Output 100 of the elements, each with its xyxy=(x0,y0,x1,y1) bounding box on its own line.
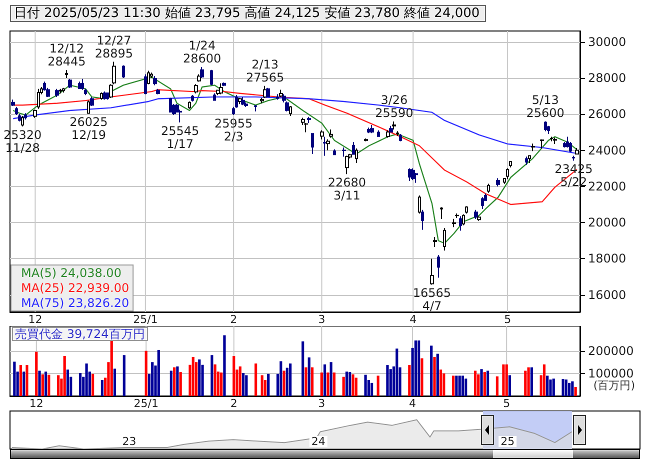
candlestick xyxy=(547,125,550,135)
candlestick xyxy=(481,196,484,210)
bar xyxy=(282,370,286,396)
candlestick xyxy=(452,218,456,228)
bar xyxy=(508,375,512,396)
candlestick xyxy=(24,112,27,120)
candlestick xyxy=(311,132,314,154)
candlestick xyxy=(465,206,468,214)
candlestick xyxy=(100,92,103,100)
bar xyxy=(345,372,348,396)
candlestick xyxy=(78,81,81,90)
candlestick xyxy=(399,134,402,142)
bar xyxy=(100,380,104,396)
bar xyxy=(44,372,48,396)
bar xyxy=(486,370,490,396)
candlestick xyxy=(81,78,84,90)
bar xyxy=(238,366,242,396)
bar xyxy=(348,372,352,396)
y-tick-label: 20000 xyxy=(588,216,626,230)
bar xyxy=(330,362,332,396)
candlestick xyxy=(389,125,393,133)
bar xyxy=(13,362,16,396)
bar xyxy=(552,378,555,396)
bar xyxy=(483,372,486,396)
annotation: 12/27 28895 xyxy=(94,33,134,60)
candlestick xyxy=(342,147,346,158)
bar xyxy=(396,348,398,396)
annotation: 2/13 27565 xyxy=(246,57,284,84)
bar xyxy=(433,356,436,396)
candlestick xyxy=(241,96,245,106)
candlestick xyxy=(421,209,424,230)
bar xyxy=(26,365,28,396)
candlestick xyxy=(462,214,465,226)
bar xyxy=(22,372,26,396)
candlestick xyxy=(147,70,150,85)
candlestick xyxy=(474,209,478,220)
x-tick-label: 3 xyxy=(318,313,326,326)
candlestick xyxy=(333,148,336,156)
annotation: 25955 2/3 xyxy=(214,116,253,144)
bar xyxy=(370,382,374,396)
bar xyxy=(242,372,245,396)
bar xyxy=(571,381,574,396)
candlestick xyxy=(550,136,553,142)
bar xyxy=(549,380,552,396)
bar xyxy=(223,335,226,396)
bar xyxy=(280,361,282,396)
candlestick xyxy=(18,114,21,122)
candlestick xyxy=(122,64,125,78)
bar xyxy=(151,362,154,396)
bar xyxy=(286,368,288,396)
candlestick xyxy=(329,128,333,138)
x-tick-label: 2 xyxy=(230,397,238,410)
candlestick xyxy=(219,82,223,95)
candlestick xyxy=(528,155,531,164)
bar xyxy=(436,354,439,396)
bar xyxy=(304,367,308,396)
bar xyxy=(408,365,411,396)
bar xyxy=(210,355,214,396)
bar xyxy=(310,367,314,396)
bar xyxy=(198,359,201,396)
candlestick xyxy=(279,89,283,98)
annotation: 5/13 25600 xyxy=(526,92,564,120)
candlestick xyxy=(345,155,349,175)
candlestick xyxy=(414,172,418,184)
y-tick-label: 200000 xyxy=(588,344,634,358)
bar xyxy=(173,367,176,396)
annotation: 26025 12/19 xyxy=(70,115,108,142)
bar xyxy=(245,375,248,396)
y-tick-label: 16000 xyxy=(588,288,626,302)
bar xyxy=(176,366,179,396)
bar xyxy=(420,358,424,396)
y-axis-title: (百万円) xyxy=(593,379,636,392)
candlestick xyxy=(540,138,544,149)
candlestick xyxy=(106,92,109,100)
candlestick xyxy=(169,97,172,113)
bar xyxy=(474,370,477,396)
bar xyxy=(232,356,236,396)
annotation: 3/26 25590 xyxy=(375,92,414,120)
bar xyxy=(414,340,417,396)
candlestick xyxy=(144,74,147,95)
bar xyxy=(63,356,66,396)
candlestick xyxy=(200,66,204,78)
candlestick xyxy=(197,74,201,82)
candlestick xyxy=(352,142,355,156)
candlestick xyxy=(553,137,557,144)
candlestick xyxy=(68,78,72,88)
candlestick xyxy=(191,94,194,102)
y-tick-label: 28000 xyxy=(588,70,626,85)
y-tick-label: 26000 xyxy=(588,107,626,122)
candlestick xyxy=(459,216,462,232)
bar xyxy=(464,378,468,396)
y-tick-label: 24000 xyxy=(588,143,626,158)
bar xyxy=(505,364,508,396)
candlestick xyxy=(37,88,40,110)
bar xyxy=(542,364,546,396)
candlestick xyxy=(433,236,437,248)
bar xyxy=(38,370,41,396)
candlestick xyxy=(266,87,270,98)
bar xyxy=(461,376,464,396)
candlestick xyxy=(430,258,434,286)
